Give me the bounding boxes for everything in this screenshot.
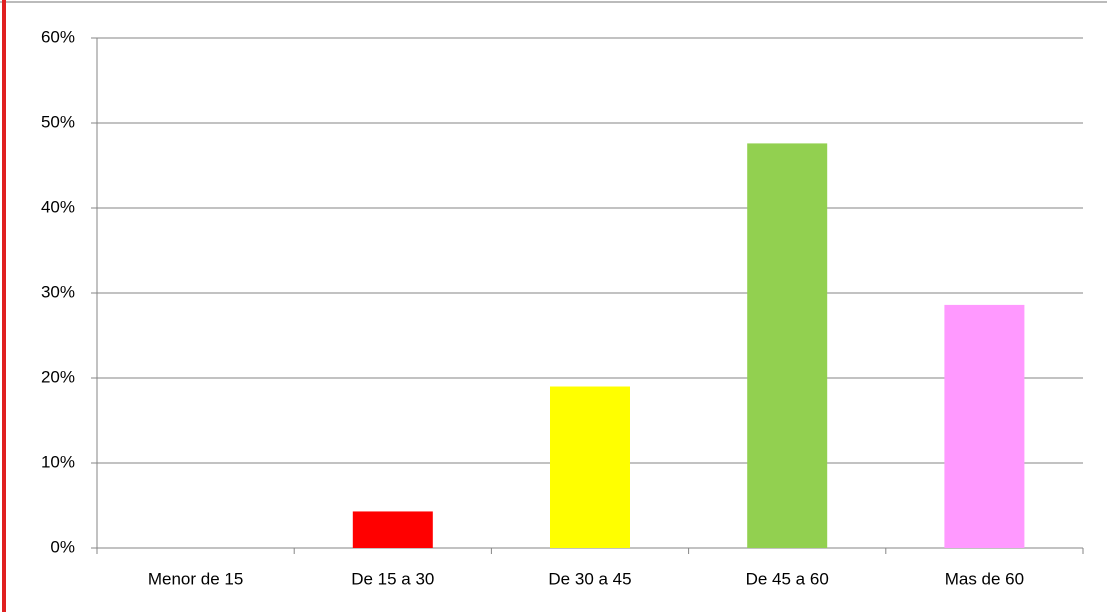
y-tick-label: 50% (41, 112, 75, 131)
y-tick-label: 0% (50, 537, 75, 556)
y-tick-label: 40% (41, 197, 75, 216)
bar (352, 511, 433, 548)
bar (550, 386, 630, 548)
y-tick-label: 10% (41, 452, 75, 471)
y-tick-label: 20% (41, 367, 75, 386)
y-tick-label: 60% (41, 27, 75, 46)
x-tick-label: De 15 a 30 (351, 569, 434, 588)
y-tick-label: 30% (41, 282, 75, 301)
x-tick-label: Mas de 60 (945, 569, 1024, 588)
x-tick-label: Menor de 15 (148, 569, 243, 588)
x-tick-label: De 45 a 60 (746, 569, 829, 588)
bar (747, 143, 828, 548)
x-tick-label: De 30 a 45 (548, 569, 631, 588)
bar (944, 304, 1025, 548)
